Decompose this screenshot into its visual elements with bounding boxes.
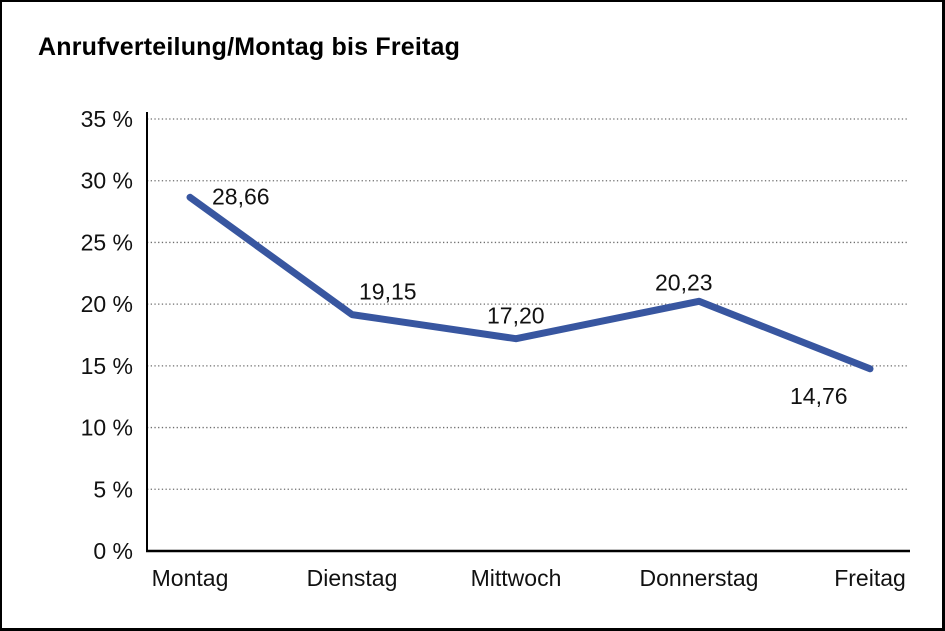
- y-tick-label: 10 %: [81, 415, 133, 441]
- data-point-label: 19,15: [359, 279, 417, 305]
- y-tick-label: 15 %: [81, 353, 133, 379]
- data-point-label: 20,23: [655, 269, 713, 295]
- chart-title: Anrufverteilung/Montag bis Freitag: [38, 33, 461, 61]
- y-tick-label: 5 %: [93, 476, 133, 502]
- x-tick-label: Dienstag: [307, 565, 398, 591]
- x-tick-label: Donnerstag: [640, 565, 759, 591]
- series-line: [186, 193, 874, 373]
- data-point-label: 17,20: [487, 303, 545, 329]
- x-tick-label: Freitag: [834, 565, 906, 591]
- y-tick-label: 30 %: [81, 168, 133, 194]
- y-tick-label: 25 %: [81, 229, 133, 255]
- data-point-label: 14,76: [790, 383, 848, 409]
- x-tick-label: Mittwoch: [471, 565, 562, 591]
- y-tick-label: 35 %: [81, 106, 133, 132]
- data-point-label: 28,66: [212, 183, 270, 209]
- y-tick-label: 20 %: [81, 291, 133, 317]
- x-tick-label: Montag: [152, 565, 229, 591]
- y-tick-label: 0 %: [93, 538, 133, 564]
